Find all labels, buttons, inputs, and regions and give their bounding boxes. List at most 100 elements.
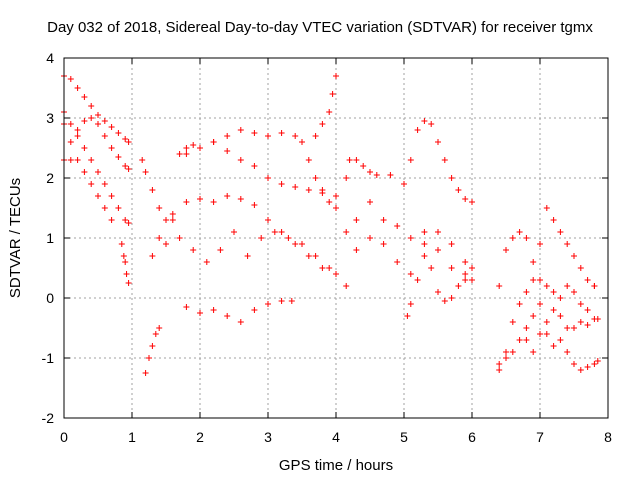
- data-point: [543, 319, 550, 325]
- data-point: [380, 217, 387, 223]
- data-point: [251, 130, 258, 136]
- data-point: [462, 271, 469, 277]
- data-point: [251, 307, 258, 313]
- data-point: [509, 235, 516, 241]
- y-tick-label: -2: [42, 410, 55, 426]
- data-point: [564, 349, 571, 355]
- data-point: [448, 175, 455, 181]
- x-tick-label: 1: [128, 429, 136, 445]
- data-point: [108, 193, 115, 199]
- data-point: [278, 229, 285, 235]
- data-point: [115, 205, 122, 211]
- data-point: [122, 136, 129, 142]
- series-track-s: [496, 301, 601, 373]
- data-point: [469, 199, 475, 205]
- data-point: [108, 145, 115, 151]
- x-axis-ticks: 0 1 2 3 4 5 6 7 8: [60, 58, 612, 445]
- data-point: [414, 277, 421, 283]
- y-tick-label: -1: [42, 350, 55, 366]
- y-axis-ticks: -2 -1 0 1 2 3 4: [42, 50, 608, 426]
- data-point: [312, 133, 319, 139]
- data-point: [469, 265, 475, 271]
- series-track-e: [118, 241, 132, 286]
- data-point: [156, 325, 163, 331]
- data-point: [360, 163, 367, 169]
- data-point: [414, 127, 421, 133]
- series-track-f: [139, 127, 339, 223]
- series-track-g: [183, 139, 339, 199]
- data-point: [183, 151, 190, 157]
- data-point: [591, 283, 598, 289]
- data-point: [584, 364, 591, 370]
- y-tick-label: 4: [46, 50, 54, 66]
- data-point: [115, 154, 122, 160]
- data-point: [265, 175, 271, 181]
- data-point: [387, 172, 394, 178]
- data-point: [299, 139, 305, 145]
- data-point: [407, 235, 414, 241]
- data-point: [394, 223, 401, 229]
- data-point: [271, 229, 278, 235]
- data-point: [594, 358, 601, 364]
- data-point: [101, 205, 108, 211]
- data-point: [343, 229, 350, 235]
- data-point: [67, 139, 74, 145]
- data-point: [278, 298, 285, 304]
- data-point: [156, 235, 163, 241]
- data-point: [278, 130, 285, 136]
- data-point: [564, 241, 571, 247]
- data-point: [146, 355, 152, 361]
- data-point: [122, 163, 129, 169]
- data-point: [74, 85, 81, 91]
- data-point: [333, 271, 339, 277]
- data-point: [81, 94, 88, 100]
- data-point: [176, 151, 183, 157]
- data-point: [571, 253, 577, 259]
- data-point: [265, 301, 271, 307]
- data-point: [353, 217, 360, 223]
- data-point: [176, 235, 183, 241]
- data-point: [95, 121, 101, 127]
- data-point: [564, 325, 571, 331]
- x-tick-label: 7: [536, 429, 544, 445]
- data-points-layer: [61, 73, 601, 376]
- data-point: [95, 193, 101, 199]
- data-point: [367, 169, 373, 175]
- data-point: [237, 196, 244, 202]
- data-point: [523, 337, 530, 343]
- data-point: [101, 181, 108, 187]
- data-point: [265, 133, 271, 139]
- data-point: [380, 241, 387, 247]
- data-point: [217, 247, 224, 253]
- data-point: [557, 313, 564, 319]
- series-track-m: [343, 118, 475, 205]
- data-point: [237, 127, 244, 133]
- data-point: [210, 139, 217, 145]
- data-point: [503, 355, 509, 361]
- data-point: [326, 199, 333, 205]
- data-point: [125, 166, 132, 172]
- data-point: [319, 265, 326, 271]
- series-track-j: [183, 298, 295, 325]
- data-point: [305, 187, 312, 193]
- data-point: [67, 76, 74, 82]
- data-point: [149, 253, 156, 259]
- data-point: [305, 253, 312, 259]
- data-point: [577, 265, 584, 271]
- y-tick-label: 1: [46, 230, 54, 246]
- data-point: [577, 301, 584, 307]
- data-point: [108, 217, 115, 223]
- data-point: [67, 157, 74, 163]
- data-point: [421, 229, 428, 235]
- data-point: [571, 289, 577, 295]
- data-point: [329, 91, 336, 97]
- data-point: [346, 157, 353, 163]
- data-point: [516, 229, 523, 235]
- data-point: [421, 241, 428, 247]
- data-point: [435, 139, 441, 145]
- data-point: [101, 118, 108, 124]
- data-point: [231, 229, 237, 235]
- series-track-n: [343, 199, 475, 271]
- data-point: [122, 217, 129, 223]
- data-point: [244, 253, 251, 259]
